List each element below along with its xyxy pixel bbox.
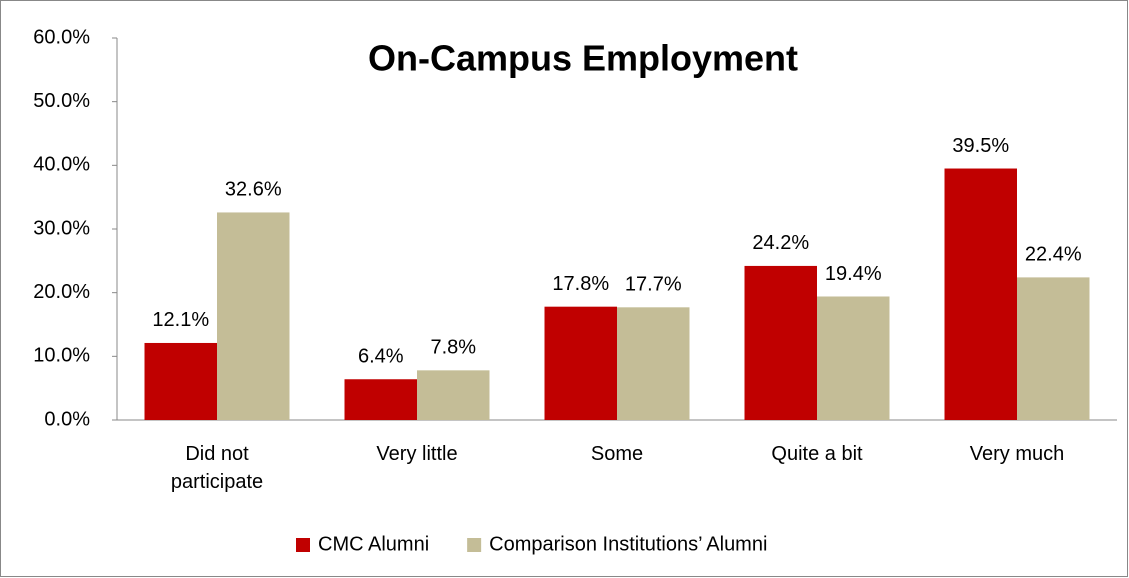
- y-tick-label: 20.0%: [33, 281, 90, 303]
- value-label: 12.1%: [152, 309, 209, 331]
- y-tick-label: 60.0%: [33, 26, 90, 48]
- bar: [344, 379, 417, 420]
- x-tick-label: Did not participate: [170, 443, 264, 493]
- value-label: 19.4%: [825, 263, 882, 285]
- y-tick-label: 10.0%: [33, 345, 90, 367]
- value-label: 24.2%: [752, 232, 809, 254]
- value-label: 22.4%: [1025, 244, 1082, 266]
- legend-swatch: [296, 538, 310, 552]
- x-tick-label: Very much: [969, 443, 1065, 465]
- value-label: 17.7%: [625, 274, 682, 296]
- value-label: 17.8%: [552, 273, 609, 295]
- x-tick-label: Some: [590, 443, 644, 465]
- y-tick-label: 50.0%: [33, 90, 90, 112]
- bar: [1017, 277, 1090, 420]
- value-label: 39.5%: [952, 135, 1009, 157]
- x-tick-label: Quite a bit: [771, 443, 863, 465]
- chart-title: On-Campus Employment: [368, 38, 798, 79]
- legend-label: CMC Alumni: [318, 533, 429, 555]
- bar: [617, 307, 690, 420]
- legend-swatch: [467, 538, 482, 552]
- y-tick-label: 0.0%: [44, 408, 90, 430]
- value-label: 32.6%: [225, 179, 282, 201]
- legend-label: Comparison Institutions’ Alumni: [489, 533, 767, 555]
- bar: [544, 306, 617, 420]
- y-tick-label: 40.0%: [33, 154, 90, 176]
- x-tick-label: Very little: [376, 443, 458, 465]
- value-label: 7.8%: [430, 337, 476, 359]
- bar: [144, 342, 217, 420]
- y-tick-label: 30.0%: [33, 217, 90, 239]
- bar: [944, 168, 1017, 420]
- bar: [417, 370, 490, 420]
- value-label: 6.4%: [358, 346, 404, 368]
- bar: [817, 296, 890, 420]
- bar: [744, 265, 817, 420]
- bar: [217, 212, 290, 420]
